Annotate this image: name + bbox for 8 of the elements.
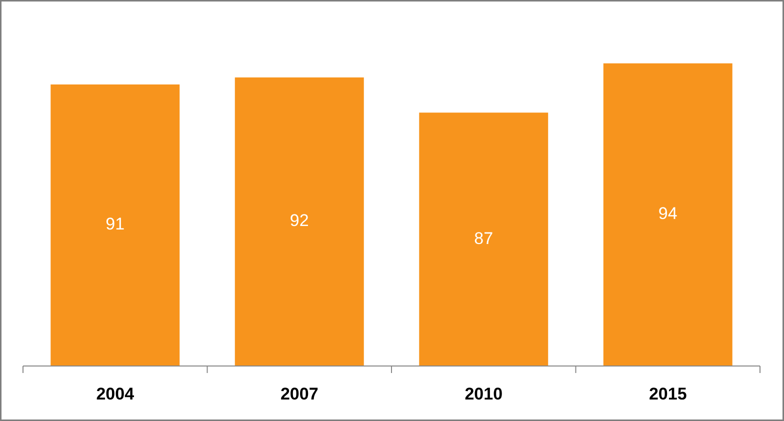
data-label: 91 [106,214,125,234]
data-label: 94 [658,204,678,224]
x-tick-label: 2007 [280,384,318,404]
x-tick-label: 2015 [648,384,687,404]
data-label: 87 [474,228,494,248]
data-label: 92 [290,211,309,230]
x-tick-label: 2010 [464,384,503,404]
x-tick-label: 2004 [96,384,135,404]
